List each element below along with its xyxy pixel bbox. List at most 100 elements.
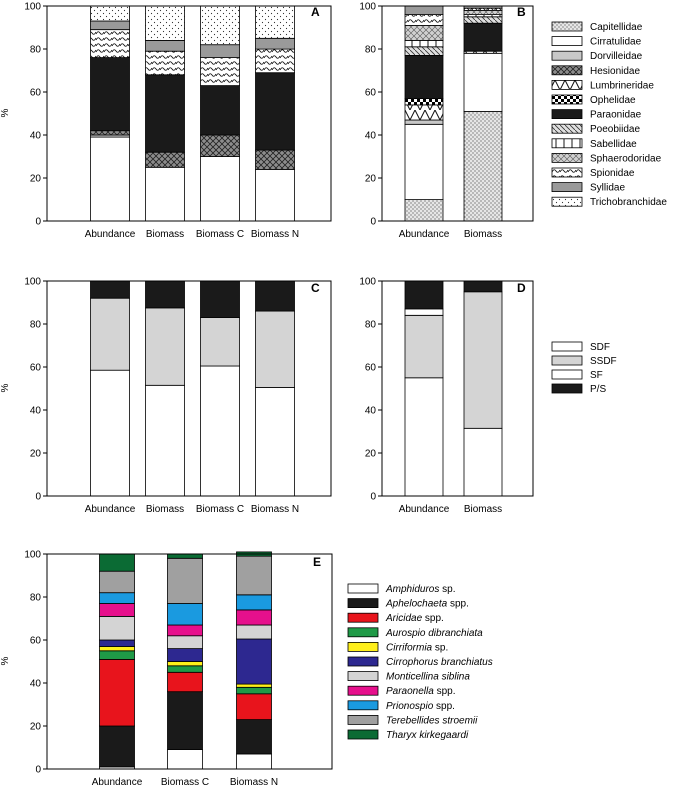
y-tick-label: 20: [365, 449, 377, 460]
y-tick-label: 40: [365, 406, 377, 417]
bar-segment-ophelidae: [404, 98, 444, 106]
bar-segment-paraonidae: [200, 85, 240, 136]
legend-swatch-capitellidae: [551, 21, 583, 32]
bar-segment-cirratulidae: [90, 136, 130, 222]
bar-segment-cirriformia-sp: [236, 683, 272, 688]
y-tick-label: 20: [30, 449, 42, 460]
bar-segment-p-s: [463, 280, 503, 293]
bar-segment-aricidae-spp: [236, 693, 272, 720]
species-legend: Amphiduros sp. Aphelochaeta spp. Aricidae …: [347, 583, 493, 741]
bar-segment-spionidae: [200, 57, 240, 86]
bar-segment-sphaerodoridae: [463, 9, 503, 16]
legend-swatch-sphaerodoridae: [551, 152, 583, 163]
legend-swatch-paraonidae: [551, 109, 583, 119]
legend-label-paraonella-spp: Paraonella spp.: [386, 686, 456, 697]
panel-label: D: [517, 281, 526, 295]
bar-segment-cirrophorus-branchiatus: [167, 648, 203, 662]
legend-swatch-amphiduros-sp: [347, 583, 379, 594]
legend-swatch-dorvilleidae: [551, 50, 583, 61]
y-tick-label: 60: [365, 363, 377, 374]
bar-segment-ssdf: [200, 317, 240, 367]
bar-segment-terebellides-stroemii: [236, 555, 272, 596]
bar-segment-syllidae: [200, 44, 240, 59]
bar-segment-sdf: [90, 369, 130, 497]
bar-segment-sdf: [145, 384, 185, 497]
bar-segment-cirratulidae: [200, 156, 240, 222]
legend-label-spionidae: Spionidae: [590, 168, 635, 179]
bar-segment-cirratulidae: [404, 123, 444, 201]
x-tick-label: Biomass: [464, 504, 502, 515]
family-legend: Capitellidae Cirratulidae Dorvilleidae Hesi…: [551, 21, 667, 208]
legend-label-amphiduros-sp: Amphiduros sp.: [385, 584, 455, 595]
x-tick-label: Biomass: [464, 229, 502, 240]
bar-segment-paraonidae: [255, 72, 295, 151]
legend-swatch-ssdf: [551, 355, 583, 366]
legend-label-sdf: SDF: [590, 342, 610, 353]
legend-swatch-sf: [551, 369, 583, 380]
chart-panel-d: Abundance Biomass 0 20 40 60 80 100 D: [359, 277, 534, 515]
legend-label-sabellidae: Sabellidae: [590, 139, 637, 150]
legend-label-aurospio-dibranchiata: Aurospio dibranchiata: [385, 628, 483, 639]
legend-swatch-cirriformia-sp: [347, 642, 379, 652]
y-tick-label: 100: [359, 2, 376, 13]
bar-segment-aricidae-spp: [99, 659, 135, 727]
legend-swatch-aricidae-spp: [347, 612, 379, 623]
bar-segment-terebellides-stroemii: [99, 570, 135, 594]
legend-swatch-hesionidae: [551, 65, 583, 76]
legend-label-p-s: P/S: [590, 384, 606, 395]
bar-segment-spionidae: [145, 50, 185, 76]
bar-segment-ssdf: [145, 307, 185, 386]
panel-label: E: [313, 555, 321, 569]
legend-label-tharyx-kirkegaardi: Tharyx kirkegaardi: [386, 730, 469, 741]
bar-segment-sdf: [255, 386, 295, 497]
bar-segment-poeobiidae: [404, 46, 444, 56]
legend-swatch-lumbrineridae: [551, 80, 583, 90]
x-tick-label: Abundance: [92, 777, 143, 788]
y-tick-label: 0: [370, 492, 376, 503]
y-tick-label: 40: [30, 679, 42, 690]
bar-segment-trichobranchidae: [255, 5, 295, 39]
x-tick-label: Biomass C: [196, 504, 244, 515]
panel-label: C: [311, 281, 320, 295]
bar-segment-aurospio-dibranchiata: [99, 650, 135, 660]
y-tick-label: 0: [370, 217, 376, 228]
bar-segment-sphaerodoridae: [404, 24, 444, 41]
bar-segment-trichobranchidae: [200, 5, 240, 46]
bar-segment-paraonidae: [463, 22, 503, 52]
x-tick-label: Abundance: [85, 229, 136, 240]
legend-label-aphelochaeta-spp: Aphelochaeta spp.: [385, 599, 469, 610]
bar-segment-cirriformia-sp: [99, 646, 135, 652]
bar-segment-ssdf: [90, 297, 130, 371]
legend-label-sf: SF: [590, 370, 603, 381]
bar-segment-sdf: [200, 365, 240, 497]
plot-frame: [46, 280, 332, 497]
legend-swatch-poeobiidae: [551, 123, 583, 134]
y-tick-label: 100: [24, 550, 41, 561]
x-tick-label: Biomass: [146, 504, 184, 515]
legend-label-aricidae-spp: Aricidae spp.: [385, 613, 444, 624]
y-tick-label: 60: [30, 363, 42, 374]
bar-segment-hesionidae: [200, 134, 240, 157]
feeding-group-legend: SDF SSDF SF P/S: [551, 341, 617, 395]
bar-segment-cirratulidae: [255, 168, 295, 222]
legend-swatch-prionospio-spp: [347, 700, 379, 711]
bar-segment-hesionidae: [255, 149, 295, 170]
bar-segment-prionospio-spp: [99, 592, 135, 604]
y-tick-label: 40: [30, 406, 42, 417]
panel-label: A: [311, 5, 320, 19]
legend-label-paraonidae: Paraonidae: [590, 110, 642, 121]
y-tick-label: 100: [359, 277, 376, 288]
bar-segment-hesionidae: [145, 151, 185, 168]
y-tick-label: 80: [30, 593, 42, 604]
y-axis-label: %: [0, 383, 11, 392]
bar-segment-syllidae: [90, 20, 130, 31]
y-tick-label: 80: [30, 320, 42, 331]
legend-label-dorvilleidae: Dorvilleidae: [590, 51, 643, 62]
bar-segment-capitellidae: [404, 199, 444, 222]
bar-segment-spionidae: [90, 29, 130, 59]
legend-label-monticellina-siblina: Monticellina siblina: [386, 672, 470, 683]
legend-label-hesionidae: Hesionidae: [590, 66, 640, 77]
bar-segment-syllidae: [404, 5, 444, 16]
legend-swatch-syllidae: [551, 182, 583, 193]
